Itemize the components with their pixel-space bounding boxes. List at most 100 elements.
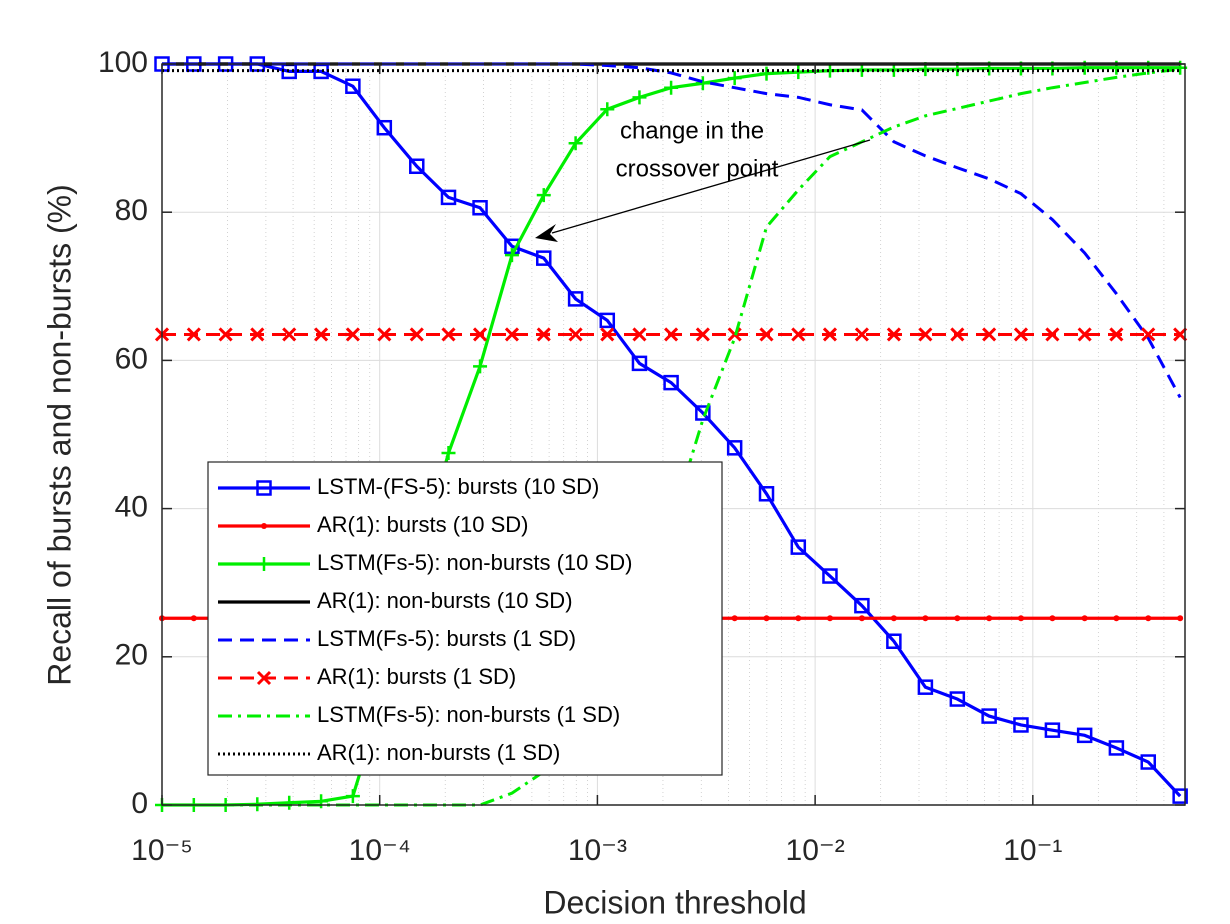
marker — [759, 327, 774, 342]
marker — [1081, 615, 1088, 622]
marker — [886, 327, 901, 342]
marker — [1108, 740, 1125, 756]
x-tick-label: 10⁻³ — [568, 834, 627, 867]
legend-label: AR(1): non-bursts (10 SD) — [317, 588, 573, 613]
axes-frame — [161, 63, 1186, 806]
y-tick-label: 20 — [115, 639, 148, 672]
marker — [1076, 727, 1093, 744]
marker — [695, 405, 711, 421]
marker — [726, 440, 743, 456]
marker — [695, 76, 710, 91]
marker — [1049, 615, 1056, 622]
marker — [600, 327, 615, 342]
legend-box — [207, 461, 723, 776]
annotation-text: crossover point — [616, 155, 779, 182]
y-tick-label: 40 — [115, 491, 148, 524]
marker — [257, 557, 271, 571]
marker — [256, 480, 272, 496]
series-line — [162, 62, 1182, 399]
marker — [568, 136, 583, 151]
annotation-arrowhead — [535, 224, 558, 242]
y-tick-label: 100 — [98, 46, 148, 79]
marker — [599, 312, 616, 329]
legend-label: AR(1): non-bursts (1 SD) — [317, 740, 560, 765]
marker — [954, 615, 961, 622]
x-tick-label: 10⁻⁴ — [349, 834, 411, 867]
marker — [758, 486, 775, 502]
ticks: 10⁻⁵ 10⁻⁴ 10⁻³ 10⁻² 10⁻¹ 0 20 40 60 80 100 — [98, 46, 1185, 867]
marker — [472, 200, 488, 216]
marker — [345, 327, 360, 342]
marker — [1140, 754, 1157, 770]
marker — [261, 523, 267, 529]
marker — [922, 615, 929, 622]
marker — [727, 71, 742, 86]
marker — [886, 633, 902, 649]
marker — [731, 615, 738, 622]
marker — [918, 327, 933, 342]
marker — [986, 615, 993, 622]
marker — [1172, 788, 1188, 804]
marker — [504, 248, 519, 263]
marker — [949, 691, 966, 707]
x-axis-label: Decision threshold — [543, 884, 806, 920]
marker — [536, 188, 551, 203]
marker — [1173, 327, 1188, 342]
marker — [409, 327, 424, 342]
marker — [504, 327, 520, 342]
marker — [440, 189, 457, 206]
y-tick-label: 80 — [115, 194, 148, 227]
legend-label: LSTM-(FS-5): bursts (10 SD) — [317, 474, 599, 499]
marker — [1113, 615, 1120, 622]
x-tick-label: 10⁻² — [786, 834, 845, 867]
annotation: change in the crossover point — [535, 117, 871, 242]
annotation-arrow — [551, 139, 871, 234]
marker — [917, 679, 934, 695]
marker — [1017, 615, 1024, 622]
marker — [664, 327, 679, 342]
marker — [791, 327, 806, 342]
marker — [826, 615, 833, 622]
marker — [763, 615, 770, 622]
legend-label: LSTM(Fs-5): non-bursts (1 SD) — [317, 702, 620, 727]
marker — [376, 119, 393, 136]
marker — [567, 291, 584, 307]
marker — [632, 327, 647, 342]
series-line — [162, 62, 1182, 798]
marker — [950, 327, 965, 342]
marker — [186, 327, 201, 342]
marker — [822, 327, 838, 342]
marker — [441, 327, 456, 342]
marker — [314, 794, 329, 809]
marker — [314, 327, 329, 342]
marker — [345, 789, 360, 804]
marker — [377, 327, 392, 342]
marker — [981, 708, 997, 724]
marker — [345, 78, 361, 94]
marker — [632, 90, 647, 105]
marker — [795, 615, 802, 622]
legend-label: LSTM(Fs-5): bursts (1 SD) — [317, 626, 576, 651]
marker — [218, 327, 233, 342]
marker — [822, 568, 838, 584]
marker — [1109, 327, 1124, 342]
marker — [822, 63, 837, 78]
legend-label: AR(1): bursts (1 SD) — [317, 664, 516, 689]
legend: LSTM-(FS-5): bursts (10 SD) AR(1): bursts… — [207, 461, 723, 776]
marker — [790, 539, 807, 555]
marker — [890, 615, 897, 622]
marker — [282, 795, 297, 810]
marker — [1045, 327, 1060, 342]
y-tick-label: 0 — [131, 787, 148, 820]
y-axis-label: Recall of bursts and non-bursts (%) — [41, 184, 77, 686]
marker — [858, 615, 865, 622]
marker — [695, 327, 710, 342]
x-tick-label: 10⁻⁵ — [131, 834, 193, 867]
marker — [1077, 327, 1092, 342]
x-tick-label: 10⁻¹ — [1003, 834, 1062, 867]
legend-label: LSTM(Fs-5): non-bursts (10 SD) — [317, 550, 632, 575]
annotation-text: change in the — [620, 117, 764, 144]
marker — [854, 327, 869, 342]
marker — [1044, 722, 1061, 738]
